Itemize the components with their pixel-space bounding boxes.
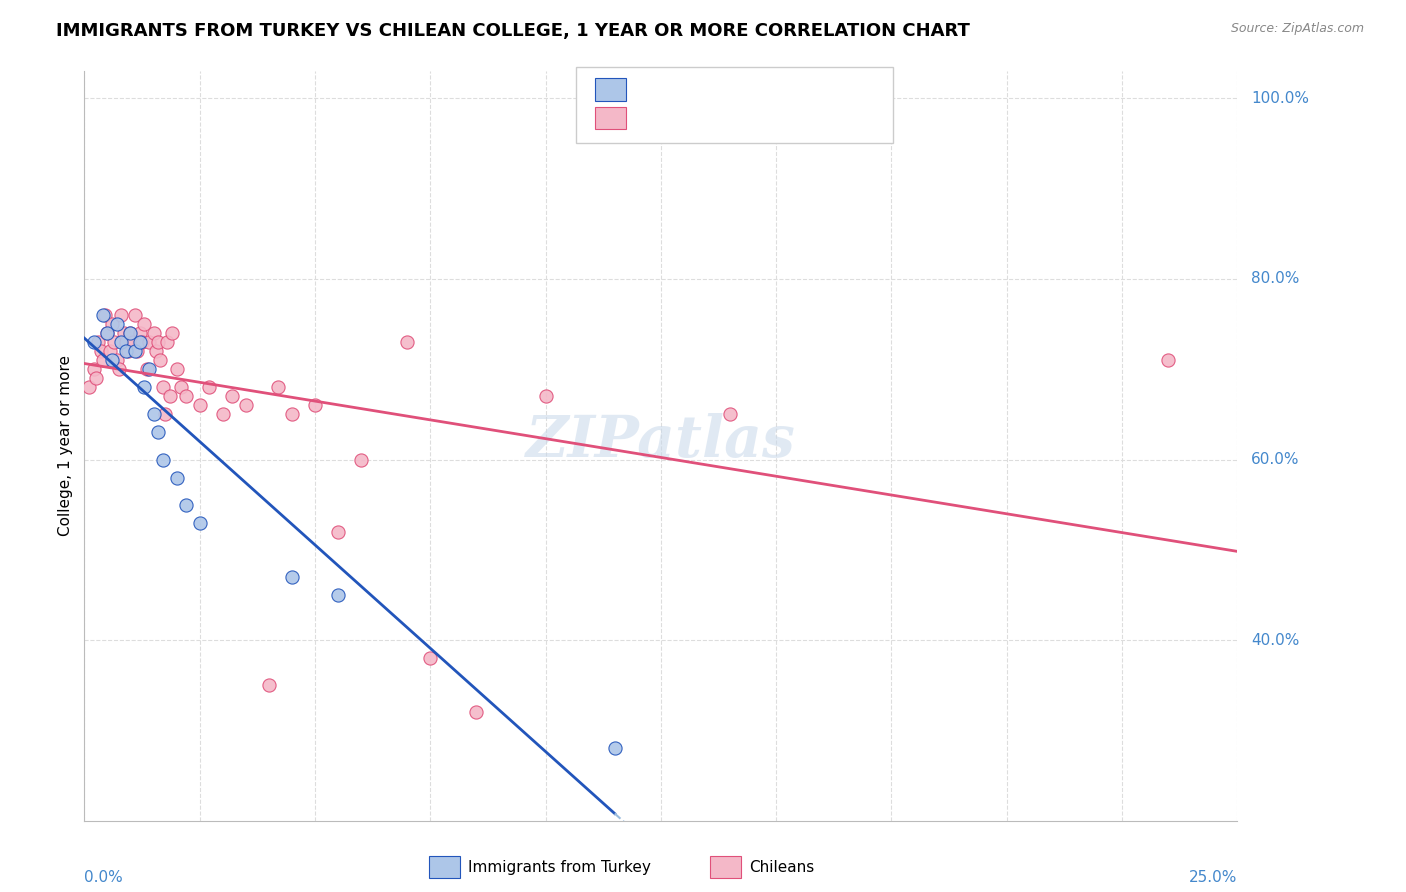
Point bbox=[326, 524, 349, 539]
Point bbox=[87, 335, 110, 350]
Point bbox=[257, 678, 280, 692]
Point bbox=[174, 498, 197, 512]
Point bbox=[98, 344, 121, 359]
Text: 25.0%: 25.0% bbox=[1189, 871, 1237, 885]
Point bbox=[89, 344, 111, 359]
Point bbox=[115, 335, 138, 350]
Point bbox=[110, 308, 132, 322]
Point bbox=[174, 389, 197, 403]
Point bbox=[188, 516, 211, 530]
Point bbox=[138, 362, 160, 376]
Point bbox=[84, 371, 107, 385]
Point bbox=[153, 408, 176, 422]
Point bbox=[281, 570, 304, 584]
Point bbox=[156, 335, 179, 350]
Point bbox=[91, 308, 114, 322]
Text: R =: R = bbox=[637, 110, 671, 124]
Point bbox=[166, 362, 188, 376]
Point bbox=[198, 380, 221, 394]
Point bbox=[83, 362, 105, 376]
Point bbox=[159, 389, 181, 403]
Point bbox=[121, 335, 143, 350]
Point bbox=[117, 344, 139, 359]
Point bbox=[120, 326, 142, 340]
Text: 80.0%: 80.0% bbox=[1251, 271, 1299, 286]
Point bbox=[94, 308, 117, 322]
Point bbox=[77, 380, 100, 394]
Point bbox=[1157, 353, 1180, 368]
Point bbox=[149, 353, 172, 368]
Point bbox=[96, 326, 118, 340]
Point bbox=[152, 452, 174, 467]
Point bbox=[135, 362, 157, 376]
Point bbox=[134, 317, 156, 331]
Point bbox=[120, 326, 142, 340]
Point bbox=[138, 335, 160, 350]
Text: Immigrants from Turkey: Immigrants from Turkey bbox=[468, 860, 651, 874]
Text: -0.174: -0.174 bbox=[685, 110, 740, 124]
Text: 21: 21 bbox=[797, 81, 818, 95]
Point bbox=[396, 335, 419, 350]
Point bbox=[101, 353, 124, 368]
Point bbox=[142, 326, 165, 340]
Point bbox=[103, 335, 125, 350]
Point bbox=[235, 398, 257, 412]
Point bbox=[304, 398, 326, 412]
Text: 40.0%: 40.0% bbox=[1251, 632, 1299, 648]
Text: N =: N = bbox=[752, 81, 786, 95]
Point bbox=[281, 408, 304, 422]
Point bbox=[419, 651, 441, 665]
Point bbox=[131, 335, 153, 350]
Text: 0.0%: 0.0% bbox=[84, 871, 124, 885]
Point bbox=[83, 335, 105, 350]
Point bbox=[326, 588, 349, 602]
Text: 100.0%: 100.0% bbox=[1251, 91, 1309, 106]
Point bbox=[350, 452, 373, 467]
Point bbox=[146, 335, 169, 350]
Text: R =: R = bbox=[637, 81, 671, 95]
Point bbox=[105, 353, 128, 368]
Text: Chileans: Chileans bbox=[749, 860, 814, 874]
Point bbox=[108, 362, 131, 376]
Point bbox=[188, 398, 211, 412]
Point bbox=[465, 706, 488, 720]
Point bbox=[142, 408, 165, 422]
Point bbox=[128, 335, 150, 350]
Text: N =: N = bbox=[752, 110, 786, 124]
Text: -0.678: -0.678 bbox=[685, 81, 740, 95]
Text: Source: ZipAtlas.com: Source: ZipAtlas.com bbox=[1230, 22, 1364, 36]
Y-axis label: College, 1 year or more: College, 1 year or more bbox=[58, 356, 73, 536]
Point bbox=[105, 317, 128, 331]
Point bbox=[101, 317, 124, 331]
Point bbox=[603, 741, 626, 756]
Point bbox=[124, 308, 146, 322]
Text: IMMIGRANTS FROM TURKEY VS CHILEAN COLLEGE, 1 YEAR OR MORE CORRELATION CHART: IMMIGRANTS FROM TURKEY VS CHILEAN COLLEG… bbox=[56, 22, 970, 40]
Point bbox=[166, 470, 188, 484]
Point bbox=[96, 326, 118, 340]
Point bbox=[152, 380, 174, 394]
Point bbox=[221, 389, 243, 403]
Point bbox=[127, 344, 149, 359]
Point bbox=[124, 344, 146, 359]
Text: 60.0%: 60.0% bbox=[1251, 452, 1299, 467]
Point bbox=[134, 380, 156, 394]
Point bbox=[160, 326, 183, 340]
Point bbox=[211, 408, 233, 422]
Text: ZIPatlas: ZIPatlas bbox=[526, 413, 796, 470]
Point bbox=[170, 380, 193, 394]
Point bbox=[145, 344, 167, 359]
Text: 55: 55 bbox=[797, 110, 818, 124]
Point bbox=[267, 380, 290, 394]
Point bbox=[115, 344, 138, 359]
Point bbox=[128, 326, 150, 340]
Point bbox=[91, 353, 114, 368]
Point bbox=[718, 408, 741, 422]
Point bbox=[110, 335, 132, 350]
Point bbox=[112, 326, 135, 340]
Point bbox=[146, 425, 169, 440]
Point bbox=[534, 389, 557, 403]
